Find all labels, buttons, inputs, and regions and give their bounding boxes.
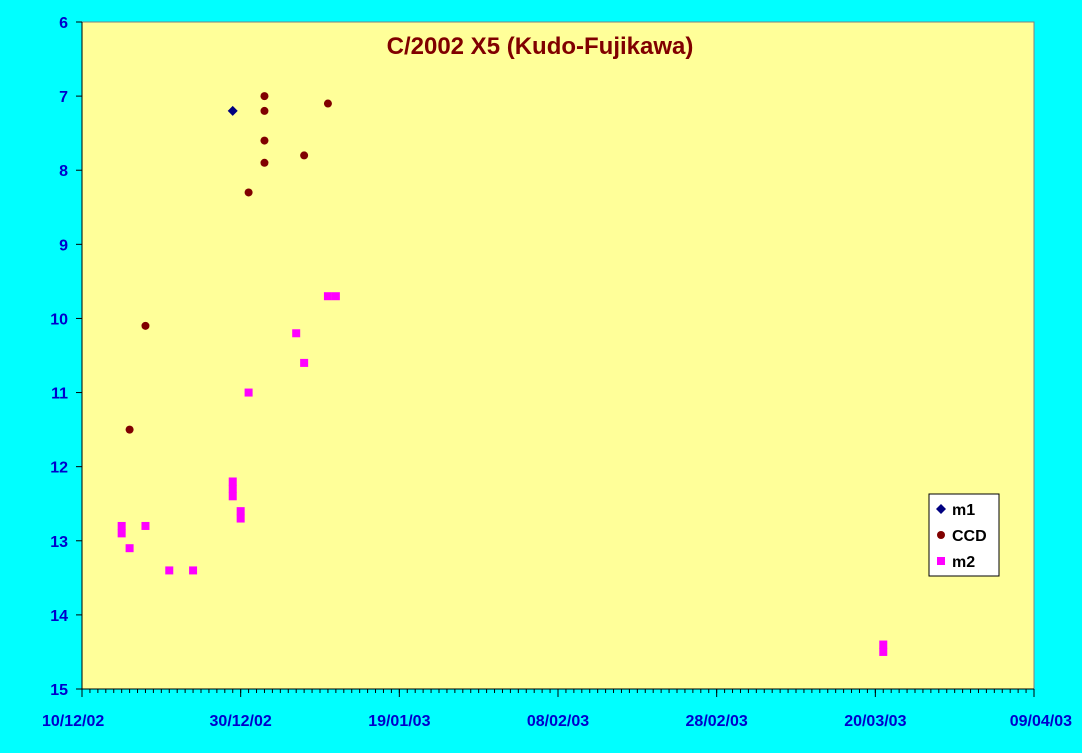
chart-title: C/2002 X5 (Kudo-Fujikawa) [387, 33, 694, 60]
legend-label: CCD [952, 528, 987, 545]
ccd-point [244, 188, 253, 197]
series-m1 [227, 105, 238, 116]
m2-point [879, 647, 888, 656]
y-tick-label: 10 [50, 311, 68, 328]
ccd-point [260, 158, 269, 167]
y-tick-label: 13 [50, 534, 68, 551]
m2-point [292, 329, 301, 338]
ccd-point [260, 92, 269, 101]
plot-area [81, 21, 1035, 690]
m2-point [879, 640, 888, 649]
series-ccd [125, 92, 332, 434]
m2-point [117, 521, 126, 530]
m2-point [228, 477, 237, 486]
y-tick-label: 11 [51, 386, 68, 403]
y-tick-label: 9 [59, 237, 68, 254]
m2-point [300, 358, 309, 367]
ccd-point [141, 321, 150, 330]
legend-label: m1 [952, 502, 975, 519]
ccd-point [300, 151, 309, 160]
m2-point [323, 292, 332, 301]
legend-label: m2 [952, 554, 975, 571]
m2-point [141, 521, 150, 530]
m2-point [228, 484, 237, 493]
y-tick-label: 14 [50, 608, 68, 625]
ccd-point [323, 99, 332, 108]
m2-point [125, 544, 134, 553]
data-marks [117, 92, 888, 656]
x-tick-label: 08/02/03 [527, 713, 589, 730]
y-axis: 6 7 8 9 10 11 12 13 14 15 [50, 15, 83, 699]
y-tick-label: 12 [50, 460, 68, 477]
x-axis: 10/12/02 30/12/02 19/01/03 08/02/03 28/02/03… [42, 688, 1072, 730]
m2-point [244, 388, 253, 397]
legend-marker-ccd [937, 531, 945, 539]
x-tick-label: 10/12/02 [42, 713, 104, 730]
x-tick-label: 09/04/03 [1010, 713, 1072, 730]
y-tick-label: 7 [59, 89, 68, 106]
legend-marker-m1 [936, 504, 946, 514]
x-tick-label: 20/03/03 [844, 713, 906, 730]
m2-point [189, 566, 198, 575]
ccd-point [260, 106, 269, 115]
m2-point [228, 492, 237, 501]
x-tick-label: 19/01/03 [368, 713, 430, 730]
m2-point [117, 529, 126, 538]
legend-marker-m2 [937, 557, 945, 565]
series-m2 [117, 292, 888, 656]
m1-point [227, 105, 238, 116]
x-tick-label: 30/12/02 [210, 713, 272, 730]
legend: m1 CCD m2 [928, 493, 1000, 577]
y-tick-label: 15 [50, 682, 68, 699]
m2-point [331, 292, 340, 301]
m2-point [165, 566, 174, 575]
ccd-point [125, 425, 134, 434]
ccd-point [260, 136, 269, 145]
m2-point [236, 514, 245, 523]
y-tick-label: 8 [59, 163, 68, 180]
y-tick-label: 6 [59, 15, 68, 32]
m2-point [236, 507, 245, 516]
x-tick-label: 28/02/03 [686, 713, 748, 730]
